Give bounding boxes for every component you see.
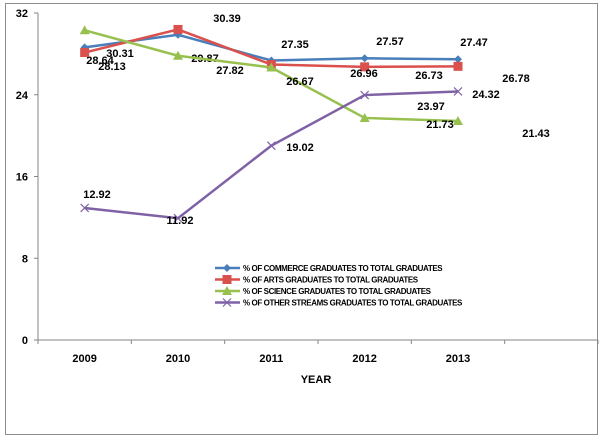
x-axis-title: YEAR xyxy=(301,374,332,386)
data-label: 30.31 xyxy=(106,48,134,60)
y-tick-label: 16 xyxy=(16,172,28,184)
data-point xyxy=(266,141,276,151)
x-tick-label: 2011 xyxy=(259,353,283,365)
data-point xyxy=(79,25,90,35)
data-point xyxy=(454,55,462,64)
data-label: 21.43 xyxy=(522,128,550,140)
y-tick-label: 24 xyxy=(16,90,29,102)
legend-marker xyxy=(223,264,231,272)
legend-marker xyxy=(222,298,232,307)
data-point xyxy=(360,90,370,100)
x-tick-label: 2010 xyxy=(166,353,190,365)
data-label: 27.82 xyxy=(216,65,244,77)
legend-marker xyxy=(222,275,232,284)
data-label: 30.39 xyxy=(213,13,241,25)
data-label: 27.35 xyxy=(281,39,309,51)
data-label: 27.47 xyxy=(460,37,488,49)
data-label: 27.57 xyxy=(376,36,404,48)
data-point xyxy=(453,116,463,126)
data-label: 26.96 xyxy=(350,68,378,80)
chart-frame xyxy=(5,3,598,435)
y-tick-label: 32 xyxy=(16,8,28,20)
legend-entry: % OF ARTS GRADUATES TO TOTAL GRADUATES xyxy=(243,276,419,285)
x-tick-label: 2009 xyxy=(72,353,96,365)
data-label: 26.67 xyxy=(286,76,314,88)
data-point xyxy=(359,112,370,122)
data-point xyxy=(266,62,277,72)
legend-entry: % OF COMMERCE GRADUATES TO TOTAL GRADUAT… xyxy=(243,264,443,273)
data-label: 28.13 xyxy=(98,61,126,73)
data-label: 21.73 xyxy=(426,119,454,131)
legend-entry: % OF SCIENCE GRADUATES TO TOTAL GRADUATE… xyxy=(243,287,432,296)
x-tick-label: 2012 xyxy=(352,353,376,365)
data-label: 11.92 xyxy=(167,215,194,227)
data-label: 23.97 xyxy=(417,101,445,113)
x-tick-label: 2013 xyxy=(446,353,470,365)
data-label: 12.92 xyxy=(83,189,111,201)
data-label: 19.02 xyxy=(286,142,314,154)
y-tick-label: 8 xyxy=(22,253,28,265)
data-point xyxy=(453,61,463,71)
data-point xyxy=(80,203,90,213)
data-point xyxy=(360,62,370,72)
data-point xyxy=(360,54,369,63)
data-label: 24.32 xyxy=(472,89,500,101)
data-label: 28.64 xyxy=(86,55,114,67)
data-label: 26.78 xyxy=(502,73,530,85)
legend-marker xyxy=(222,286,232,295)
data-point xyxy=(173,213,183,223)
data-point xyxy=(173,50,183,60)
data-label: 26.73 xyxy=(415,70,443,82)
data-point xyxy=(453,87,463,96)
y-tick-label: 0 xyxy=(22,335,28,347)
data-point xyxy=(80,48,90,58)
legend-entry: % OF OTHER STREAMS GRADUATES TO TOTAL GR… xyxy=(243,299,463,308)
data-point xyxy=(173,24,183,34)
series-line-3 xyxy=(84,90,459,220)
